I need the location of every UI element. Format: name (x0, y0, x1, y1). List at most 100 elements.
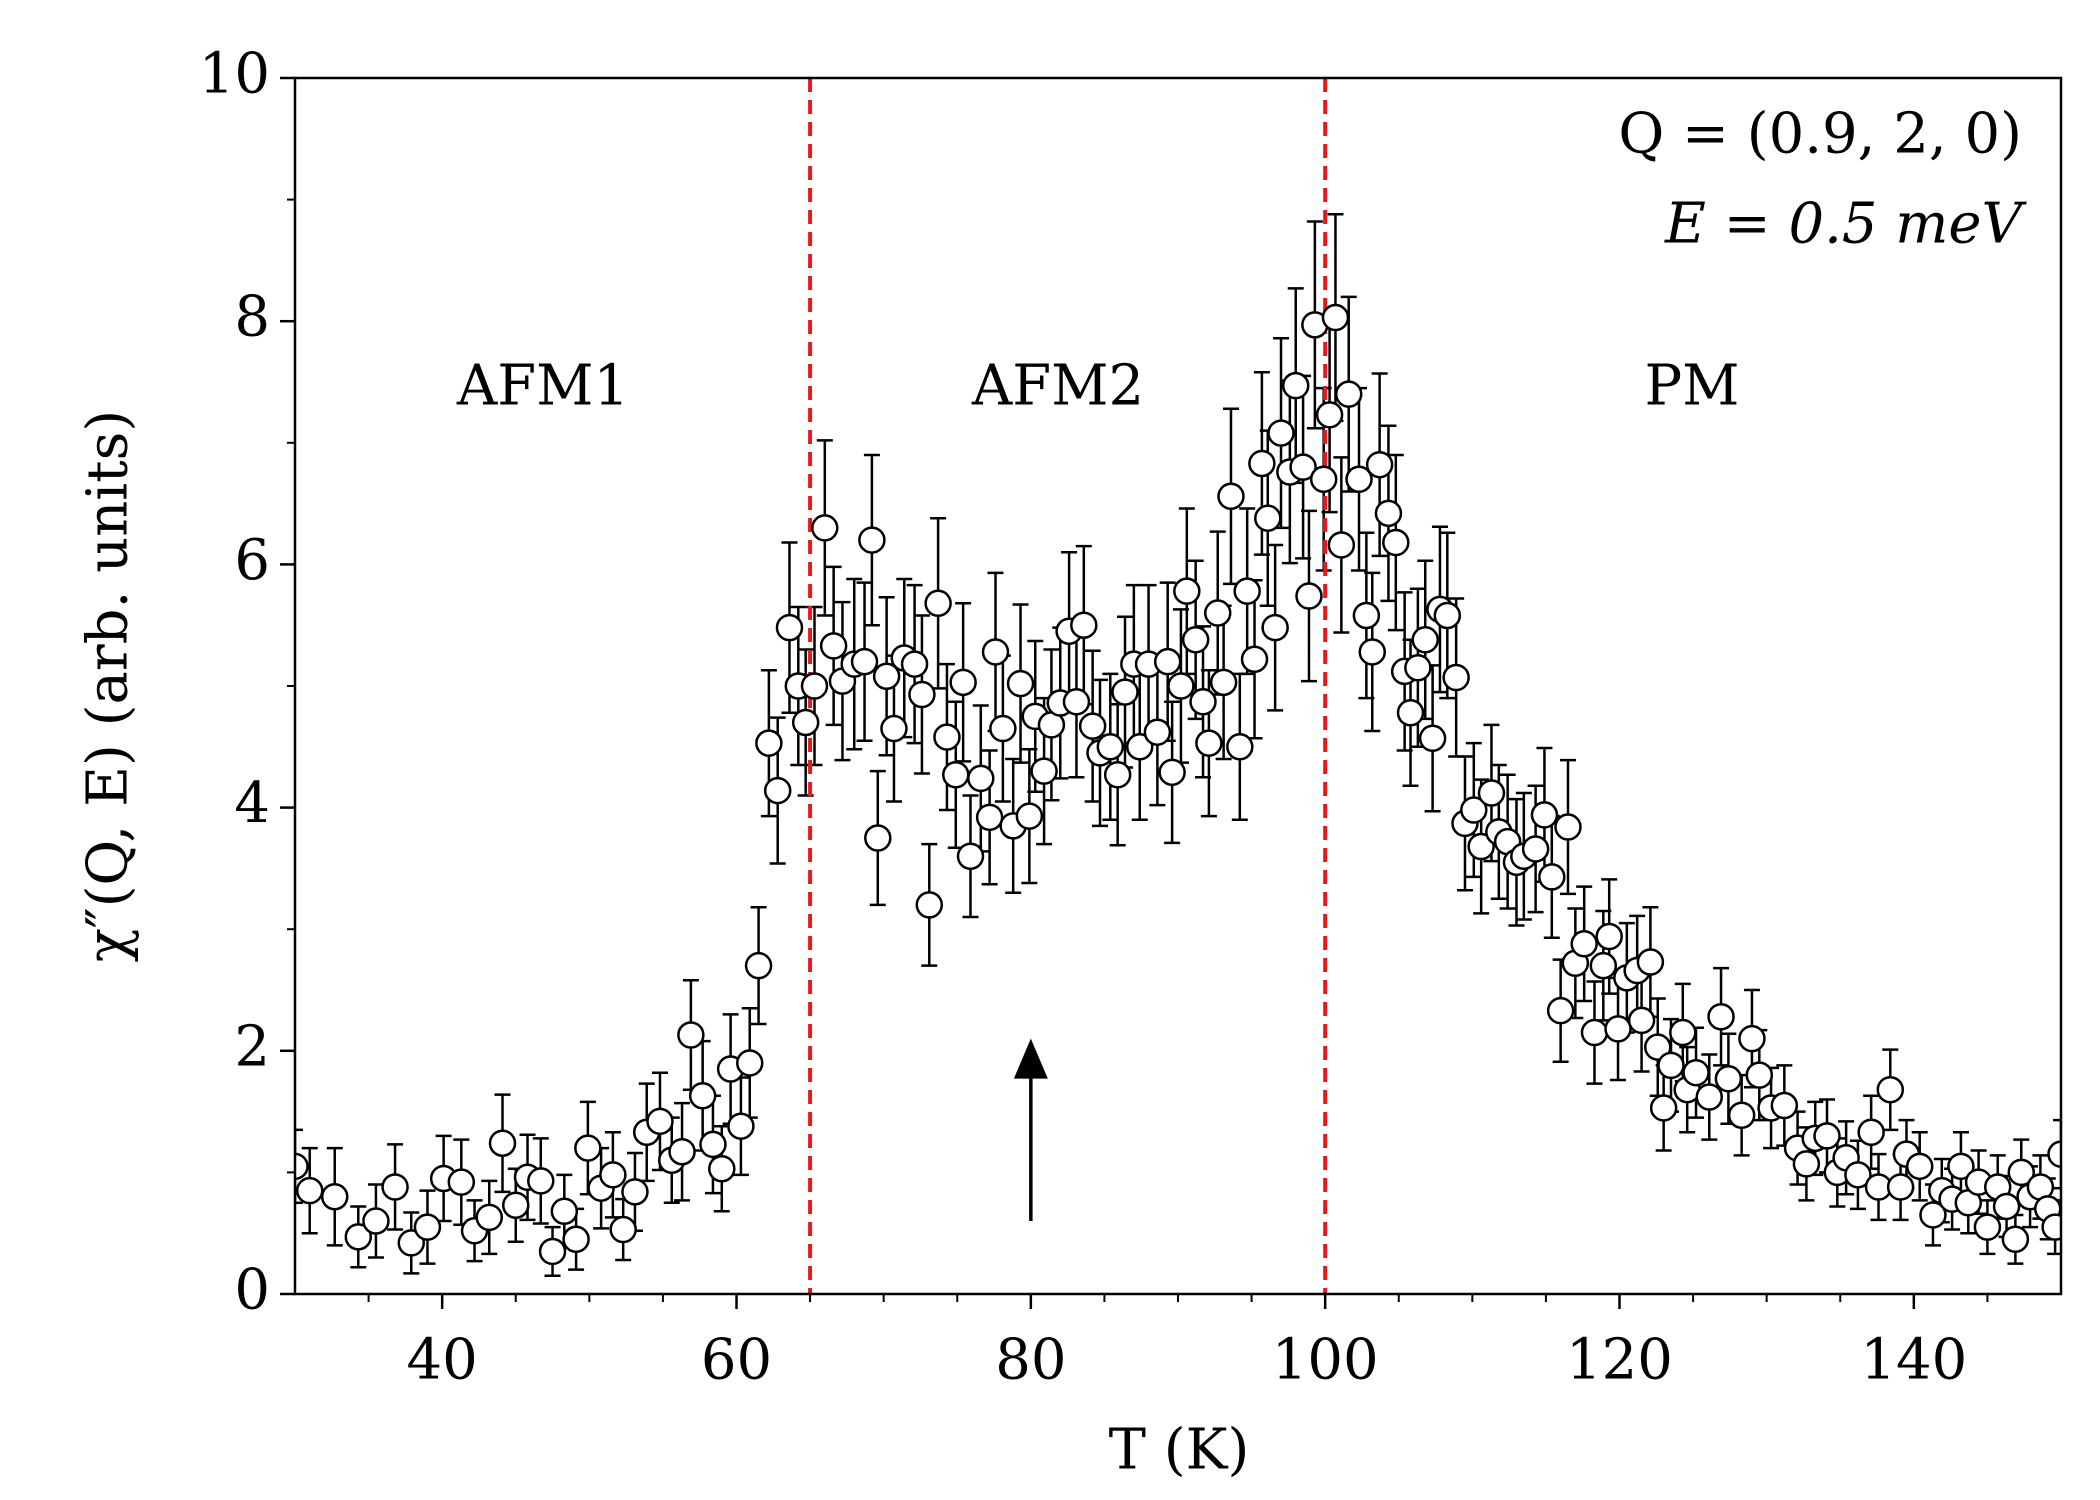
data-point (1886, 1173, 1915, 1201)
data-point (1103, 761, 1132, 789)
data-point (858, 526, 886, 554)
x-axis-label: T (K) (1109, 1418, 1250, 1483)
data-point (708, 1155, 736, 1183)
data-point (1857, 1118, 1885, 1147)
data-point (1530, 801, 1559, 829)
data-point (942, 761, 970, 789)
data-point (1477, 779, 1506, 807)
data-point (1644, 1033, 1672, 1061)
data-point (1546, 996, 1575, 1025)
data-point (1015, 802, 1044, 830)
data-point (1321, 303, 1350, 332)
data-point (1345, 465, 1373, 494)
data-point (1125, 733, 1154, 761)
data-point (1627, 1006, 1656, 1035)
data-point (1062, 688, 1091, 716)
y-tick-label: 8 (234, 285, 270, 350)
data-point (880, 714, 908, 743)
x-tick-label: 80 (995, 1328, 1066, 1393)
data-point (1111, 678, 1139, 706)
data-point (1792, 1150, 1821, 1178)
data-point (1070, 611, 1098, 639)
data-point (1006, 669, 1035, 698)
data-point (1844, 1161, 1872, 1189)
data-point (989, 714, 1017, 743)
data-point (1195, 729, 1223, 757)
region-label: AFM2 (971, 354, 1144, 419)
data-point (1467, 832, 1495, 861)
x-tick-label: 140 (1860, 1328, 1967, 1393)
data-point (1442, 663, 1470, 692)
data-point (699, 1130, 727, 1159)
data-point (1289, 453, 1317, 481)
data-point (550, 1197, 579, 1226)
data-point (1281, 371, 1310, 400)
data-point (397, 1229, 426, 1257)
y-axis-label: χ″(Q, E) (arb. units) (76, 410, 141, 963)
data-point (668, 1137, 696, 1166)
data-point (1695, 1083, 1724, 1111)
data-point (1727, 1101, 1756, 1129)
data-point (2001, 1225, 2030, 1254)
data-point (1580, 1018, 1609, 1047)
data-point (1374, 499, 1403, 528)
data-point (819, 632, 848, 660)
annotation: E = 0.5 meV (1664, 192, 2028, 257)
x-tick-label: 100 (1272, 1328, 1379, 1393)
data-point (1738, 1024, 1766, 1053)
region-label: AFM1 (456, 354, 629, 419)
data-point (1589, 951, 1618, 980)
data-point (362, 1207, 390, 1235)
data-point (1334, 380, 1363, 408)
data-point (413, 1213, 442, 1241)
data-point (502, 1191, 530, 1219)
data-point (1521, 835, 1550, 863)
data-point (1295, 582, 1323, 610)
y-tick-label: 4 (234, 771, 270, 836)
data-point (320, 1182, 349, 1211)
data-point (1030, 757, 1058, 785)
data-point (1992, 1192, 2021, 1221)
plot-area (295, 78, 2061, 1294)
data-point (1096, 733, 1125, 761)
data-point (811, 514, 839, 542)
data-point (1209, 668, 1238, 697)
arrow-head (1013, 1038, 1048, 1079)
data-point (1669, 1018, 1697, 1047)
data-point (1707, 1003, 1735, 1031)
annotation: Q = (0.9, 2, 0) (1618, 102, 2022, 167)
data-point (981, 638, 1010, 666)
data-point (763, 776, 792, 805)
data-point (1143, 718, 1172, 746)
x-tick-label: 120 (1566, 1328, 1673, 1393)
y-tick-label: 2 (234, 1014, 270, 1079)
data-point (1248, 449, 1276, 478)
data-point (1382, 528, 1410, 557)
data-point (1365, 450, 1394, 479)
x-tick-label: 40 (407, 1328, 478, 1393)
data-point (1813, 1122, 1841, 1150)
data-point (1919, 1201, 1947, 1229)
y-tick-label: 10 (199, 42, 270, 107)
data-point (1714, 1065, 1743, 1093)
data-point (1203, 599, 1232, 627)
data-point (295, 1176, 324, 1205)
data-point (295, 1152, 309, 1181)
data-point (1433, 601, 1462, 630)
data-point (800, 672, 829, 700)
data-point (1261, 613, 1289, 642)
data-point (1657, 1051, 1685, 1080)
data-point (2041, 1213, 2061, 1241)
data-point (2007, 1158, 2036, 1187)
data-point (1554, 813, 1582, 841)
data-point (574, 1134, 602, 1162)
data-point (850, 647, 879, 676)
plot-frame (293, 76, 2063, 1296)
data-point (872, 662, 901, 691)
data-point (1905, 1152, 1934, 1181)
data-point (688, 1082, 717, 1110)
data-point (621, 1178, 649, 1206)
data-point (1217, 482, 1245, 511)
